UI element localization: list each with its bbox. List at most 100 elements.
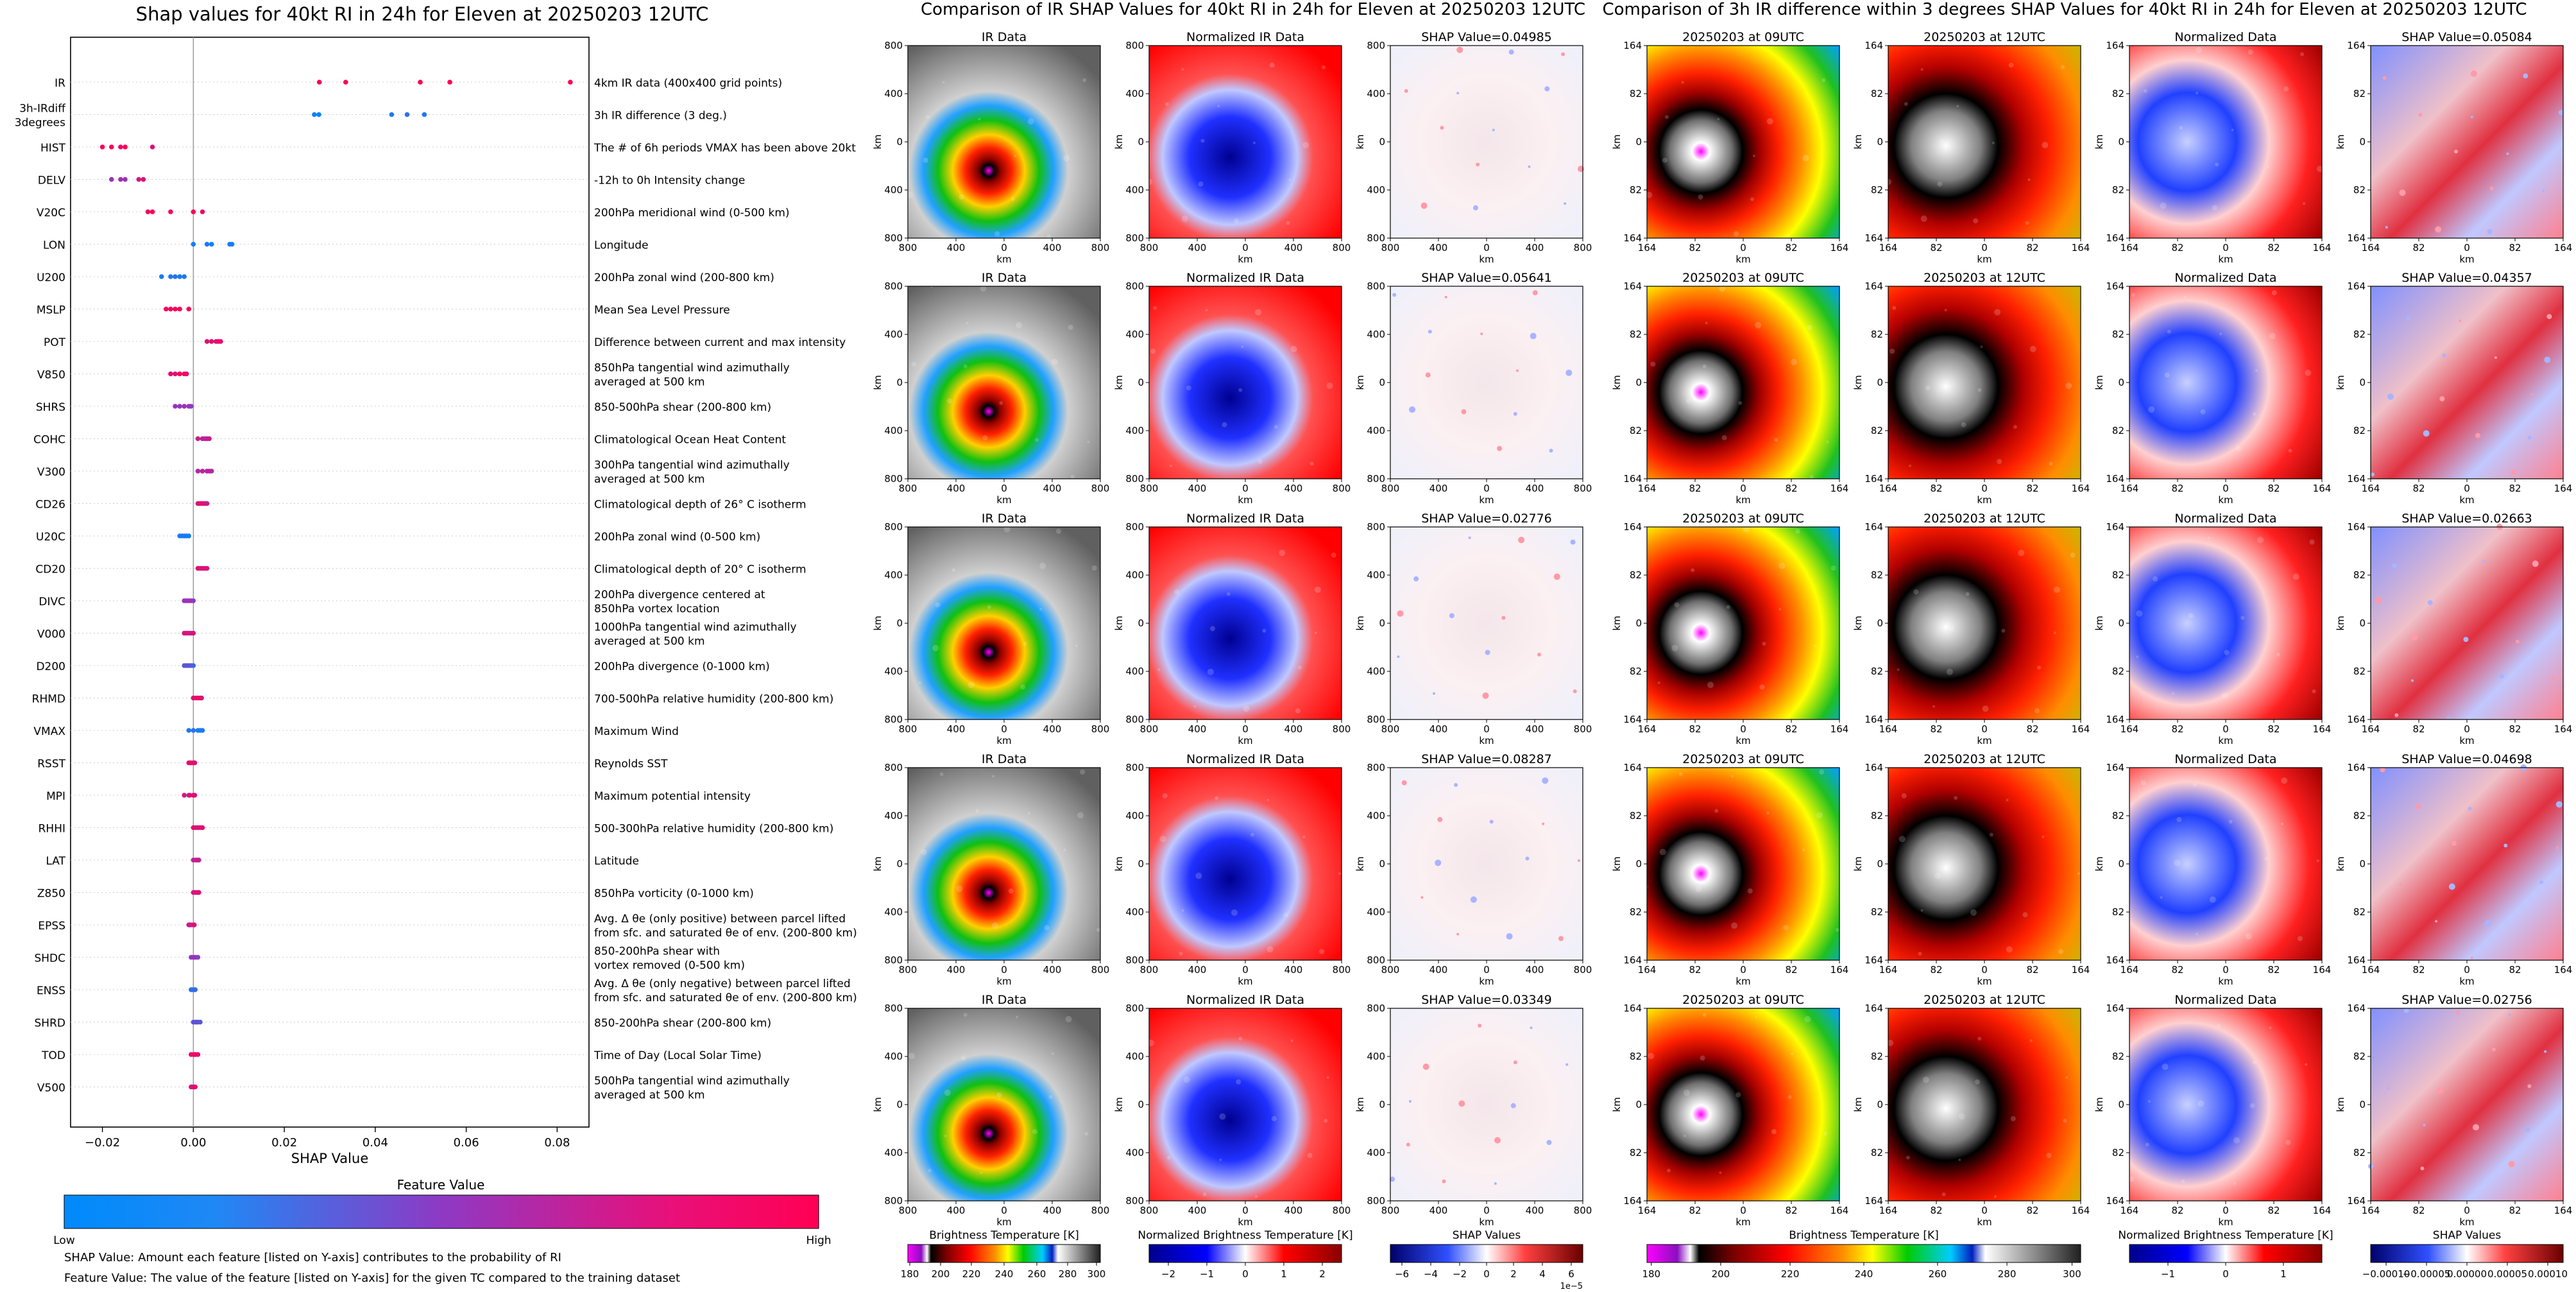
- image-texture: [2215, 162, 2219, 167]
- image-texture: [2257, 537, 2264, 544]
- colorbar: Normalized Brightness Temperature [K] −1 0…: [2118, 1229, 2333, 1280]
- shap-point: [191, 598, 196, 603]
- y-tick-label: 800: [1367, 521, 1385, 533]
- image-texture: [1238, 1037, 1243, 1041]
- image-texture: [1408, 1099, 1412, 1103]
- x-tick-label: 164: [2120, 723, 2139, 735]
- image-texture: [1920, 68, 1923, 71]
- image-texture: [2463, 637, 2469, 642]
- x-axis-label: km: [1977, 735, 1992, 746]
- image-texture: [1051, 1052, 1054, 1055]
- colorbar-offset: 1e−5: [1560, 1282, 1583, 1289]
- colorbar-tick-label: 300: [1088, 1268, 1106, 1280]
- x-tick-label: 0: [1483, 1205, 1490, 1216]
- image-field: [1390, 286, 1583, 479]
- y-tick-label: 800: [1125, 521, 1144, 533]
- y-tick-label: 400: [1125, 666, 1144, 677]
- y-tick-label: 400: [1367, 425, 1385, 436]
- image-texture: [2037, 666, 2042, 670]
- image-texture: [1039, 562, 1046, 569]
- shap-point: [118, 144, 123, 150]
- y-tick-label: 82: [2112, 329, 2124, 340]
- diff-panel-cell: 20250203 at 12UTC1641648282008282164164k…: [1852, 271, 2090, 506]
- image-texture: [1440, 126, 1444, 130]
- image-texture: [1940, 139, 1944, 143]
- y-tick-label: 400: [1367, 666, 1385, 677]
- image-texture: [2167, 329, 2171, 334]
- image-title: IR Data: [982, 993, 1027, 1007]
- svg-text:U200: U200: [37, 271, 65, 284]
- y-tick-label: 164: [1623, 714, 1642, 725]
- svg-text:HIST: HIST: [40, 142, 66, 155]
- y-tick-label: 0: [896, 136, 903, 148]
- svg-text:200hPa divergence centered at: 200hPa divergence centered at: [594, 589, 765, 601]
- x-tick-label: 0: [2464, 1205, 2470, 1216]
- image-texture: [1063, 155, 1070, 162]
- y-axis-label: km: [1354, 616, 1366, 630]
- image-texture: [1442, 1179, 1446, 1184]
- x-axis-label: km: [2459, 494, 2474, 506]
- colorbar-tick-label: −1: [2161, 1268, 2175, 1280]
- image-texture: [1080, 769, 1086, 775]
- image-texture: [1458, 1100, 1465, 1107]
- image-title: Normalized Data: [2174, 752, 2276, 766]
- image-texture: [1937, 181, 1943, 187]
- y-axis-label: km: [2094, 375, 2105, 390]
- y-axis-label: km: [1354, 856, 1366, 871]
- shap-point: [145, 209, 151, 214]
- image-texture: [1215, 796, 1219, 800]
- image-texture: [2042, 835, 2045, 838]
- image-texture: [908, 1053, 916, 1060]
- image-texture: [2140, 780, 2146, 786]
- svg-text:CD20: CD20: [35, 564, 65, 576]
- x-tick-label: 0: [1740, 1205, 1746, 1216]
- shap-feature-code: SHRD: [35, 1017, 65, 1030]
- x-axis-label: km: [996, 976, 1011, 987]
- y-tick-label: 82: [2353, 1051, 2366, 1062]
- image-field: [1888, 768, 2081, 960]
- diff-panel-cell: 20250203 at 09UTC1641648282008282164164k…: [1611, 512, 1848, 746]
- image-texture: [2446, 716, 2450, 719]
- x-tick-label: 400: [1526, 964, 1544, 976]
- colorbar-title: Brightness Temperature [K]: [1789, 1229, 1938, 1242]
- colorbar-bar: [1148, 1244, 1342, 1263]
- y-tick-label: 164: [2347, 521, 2366, 533]
- image-texture: [1702, 1013, 1707, 1017]
- image-field: [1390, 768, 1583, 960]
- image-texture: [1821, 78, 1826, 82]
- colorbar-tick-label: 280: [1059, 1268, 1077, 1280]
- image-texture: [1286, 221, 1290, 225]
- svg-text:averaged at 500 km: averaged at 500 km: [594, 376, 705, 389]
- image-texture: [1181, 909, 1184, 912]
- image-texture: [2029, 1039, 2033, 1042]
- y-tick-label: 164: [1864, 1195, 1883, 1207]
- image-texture: [2406, 316, 2410, 321]
- image-texture: [956, 885, 963, 892]
- image-texture: [1747, 888, 1753, 894]
- image-texture: [2305, 369, 2312, 376]
- shap-point: [191, 954, 197, 960]
- image-title: IR Data: [982, 271, 1027, 285]
- x-tick-label: 400: [1043, 1205, 1062, 1216]
- x-tick-label: 800: [1381, 964, 1400, 976]
- image-texture: [2482, 560, 2486, 563]
- y-axis-label: km: [2335, 616, 2346, 630]
- y-tick-label: 800: [884, 1003, 903, 1014]
- shap-point: [209, 241, 214, 247]
- image-texture: [1719, 1171, 1722, 1175]
- colorbar-title: SHAP Values: [2433, 1229, 2502, 1242]
- x-axis-label: km: [1977, 1216, 1992, 1228]
- image-texture: [1290, 1039, 1293, 1042]
- x-tick-label: 800: [1333, 242, 1351, 254]
- x-axis-label: km: [1736, 1216, 1750, 1228]
- image-texture: [2176, 816, 2182, 822]
- shap-feature-description: 700-500hPa relative humidity (200-800 km…: [594, 693, 833, 706]
- svg-text:averaged at 500 km: averaged at 500 km: [594, 635, 705, 648]
- y-tick-label: 164: [1864, 1003, 1883, 1014]
- image-texture: [942, 81, 945, 84]
- x-tick-label: 82: [1785, 1205, 1797, 1216]
- image-texture: [1307, 1153, 1313, 1158]
- y-tick-label: 0: [1138, 1099, 1144, 1110]
- image-texture: [2172, 692, 2175, 695]
